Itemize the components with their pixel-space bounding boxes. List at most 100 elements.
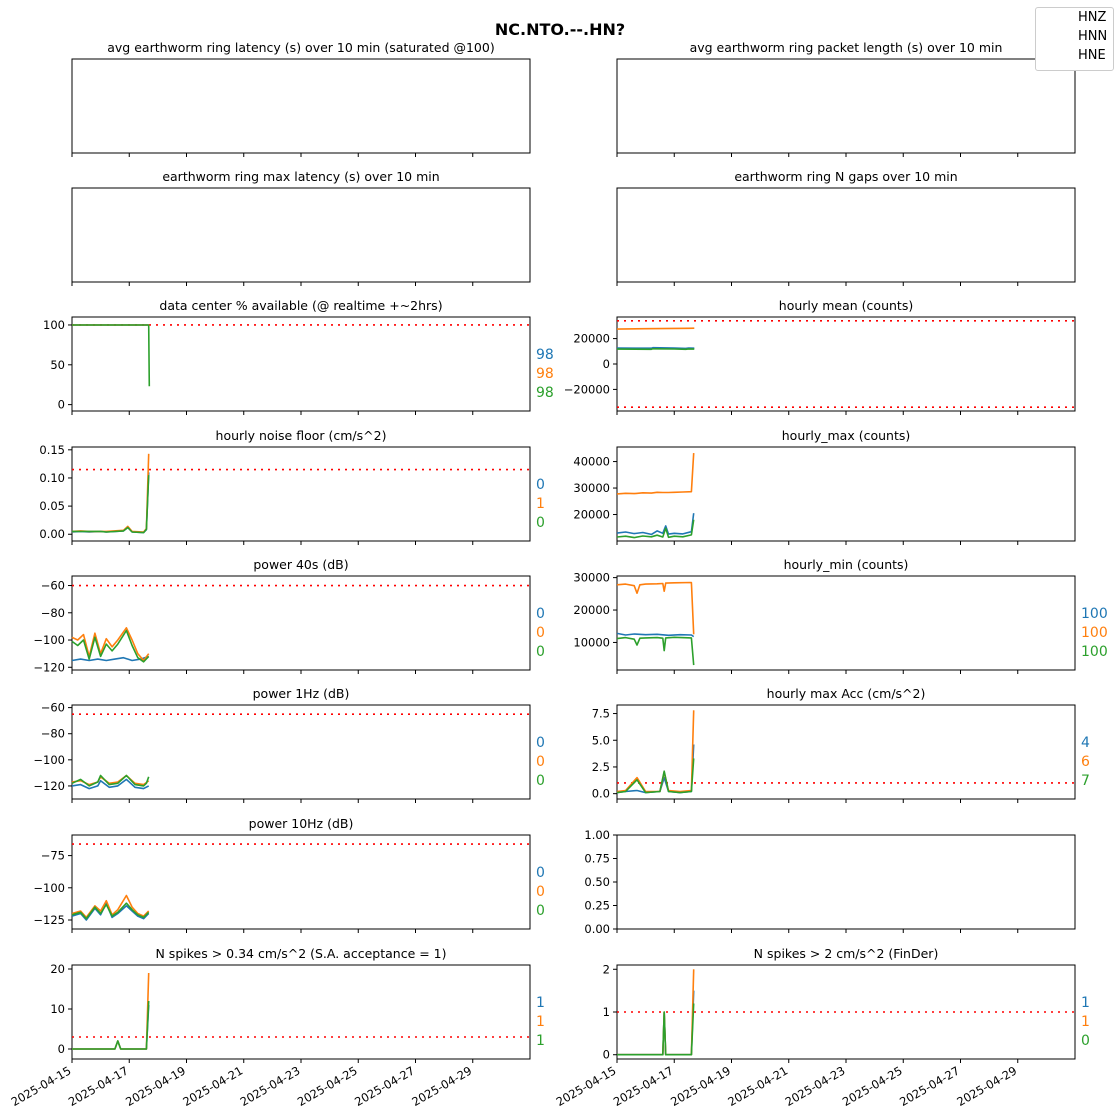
- panel-max-latency: earthworm ring max latency (s) over 10 m…: [71, 169, 531, 286]
- side-value-hnn: 0: [536, 625, 545, 641]
- y-tick-label: 2: [603, 962, 610, 976]
- y-tick-label: −125: [33, 913, 65, 927]
- series-line-hnn: [617, 969, 695, 1056]
- panel-title: earthworm ring max latency (s) over 10 m…: [162, 169, 439, 184]
- series-line-hne: [72, 475, 150, 534]
- y-tick-label: −100: [33, 753, 65, 767]
- legend: HNZ HNN HNE: [1035, 7, 1114, 71]
- series-line-hne: [616, 347, 695, 351]
- x-tick-label: 2025-04-25: [295, 1063, 360, 1109]
- y-tick-label: −80: [41, 727, 65, 741]
- side-value-hnz: 100: [1081, 606, 1108, 622]
- y-tick-label: 100: [43, 318, 65, 332]
- side-value-hnz: 4: [1081, 735, 1090, 751]
- side-value-hnn: 0: [536, 754, 545, 770]
- panel-empty-panel: 1.00 0.75 0.50 0.25 0.00: [584, 828, 1076, 936]
- side-value-hnz: 0: [536, 865, 545, 881]
- series-line-hnz: [72, 1004, 150, 1050]
- y-tick-label: −120: [33, 779, 65, 793]
- y-tick-label: −80: [41, 606, 65, 620]
- side-value-hnz: 0: [536, 606, 545, 622]
- panel-title: power 10Hz (dB): [249, 816, 354, 831]
- series-line-hnz: [616, 346, 695, 350]
- axes-frame: [71, 446, 531, 542]
- panel-n-spikes-034: N spikes > 0.34 cm/s^2 (S.A. acceptance …: [9, 946, 545, 1109]
- y-tick-label: 0.00: [39, 527, 65, 541]
- side-value-hnz: 98: [536, 347, 554, 363]
- panel-title: earthworm ring N gaps over 10 min: [734, 169, 957, 184]
- axes-frame: [71, 316, 531, 412]
- axes-frame: [616, 316, 1076, 412]
- side-value-hnz: 0: [536, 477, 545, 493]
- series-line-hnn: [71, 453, 150, 533]
- panel-avg-latency: avg earthworm ring latency (s) over 10 m…: [71, 40, 531, 157]
- x-tick-label: 2025-04-21: [180, 1063, 245, 1109]
- y-tick-label: −20000: [564, 382, 610, 396]
- side-value-hnn: 6: [1081, 754, 1090, 770]
- y-tick-label: 10: [50, 1002, 65, 1016]
- panel-avg-packet-length: avg earthworm ring packet length (s) ove…: [616, 40, 1076, 157]
- y-tick-label: −100: [33, 633, 65, 647]
- y-tick-label: 0.25: [584, 899, 610, 913]
- panel-power-40s: power 40s (dB) −60 −80 −100 −120 0 0 0: [33, 557, 545, 674]
- y-tick-label: 20000: [573, 332, 610, 346]
- side-value-hnn: 100: [1081, 625, 1108, 641]
- panel-title: avg earthworm ring latency (s) over 10 m…: [107, 40, 494, 55]
- series-line-hnz: [71, 655, 149, 662]
- series-line-hne: [616, 636, 695, 666]
- x-tick-label: 2025-04-27: [352, 1063, 417, 1109]
- axes-frame: [71, 58, 531, 154]
- series-line-hnz: [71, 778, 150, 790]
- panel-noise-floor: hourly noise floor (cm/s^2) 0.15 0.10 0.05 0…: [39, 428, 545, 545]
- y-tick-label: 0: [58, 398, 65, 412]
- y-tick-label: 20000: [573, 603, 610, 617]
- y-tick-label: 30000: [573, 571, 610, 585]
- side-value-hnz: 1: [536, 995, 545, 1011]
- panel-title: N spikes > 0.34 cm/s^2 (S.A. acceptance …: [155, 946, 446, 961]
- side-value-hnz: 0: [536, 735, 545, 751]
- side-value-hne: 1: [536, 1033, 545, 1049]
- x-tick-label: 2025-04-21: [725, 1063, 790, 1109]
- series-line-hnz: [616, 632, 695, 638]
- series-line-hnz: [616, 513, 695, 536]
- axes-frame: [616, 575, 1076, 671]
- side-value-hne: 0: [536, 515, 545, 531]
- y-tick-label: 2.5: [592, 760, 610, 774]
- y-tick-label: 7.5: [592, 707, 610, 721]
- x-tick-label: 2025-04-17: [66, 1063, 131, 1109]
- y-tick-label: 0: [603, 357, 610, 371]
- y-tick-label: 0: [603, 1048, 610, 1062]
- panel-title: power 40s (dB): [253, 557, 348, 572]
- series-line-hne: [71, 629, 150, 663]
- y-tick-label: 0.15: [39, 443, 65, 457]
- panel-title: hourly_min (counts): [784, 557, 909, 572]
- series-line-hne: [71, 774, 150, 787]
- y-tick-label: 0.00: [584, 922, 610, 936]
- series-line-hnz: [71, 902, 150, 921]
- panel-title: hourly mean (counts): [779, 298, 913, 313]
- y-tick-label: −120: [33, 660, 65, 674]
- axes-frame: [616, 58, 1076, 154]
- legend-item-hne: HNE: [1078, 48, 1106, 63]
- side-value-hne: 98: [536, 385, 554, 401]
- series-line-hnn: [71, 626, 150, 662]
- y-tick-label: 20: [50, 962, 65, 976]
- panel-n-spikes-2: N spikes > 2 cm/s^2 (FinDer)2101102025-0…: [554, 946, 1090, 1109]
- side-value-hnn: 0: [536, 884, 545, 900]
- side-value-hnn: 98: [536, 366, 554, 382]
- axes-frame: [71, 187, 531, 283]
- series-line-hne: [616, 519, 695, 539]
- y-tick-label: 0.10: [39, 471, 65, 485]
- side-value-hne: 100: [1081, 644, 1108, 660]
- y-tick-label: −60: [41, 579, 65, 593]
- panel-title: N spikes > 2 cm/s^2 (FinDer): [754, 946, 939, 961]
- panel-hourly-min: hourly_min (counts) 30000 20000 10000 100 100…: [573, 557, 1108, 674]
- y-tick-label: 0.50: [584, 875, 610, 889]
- axes-frame: [616, 964, 1076, 1060]
- x-tick-label: 2025-04-23: [783, 1063, 848, 1109]
- side-value-hne: 0: [536, 773, 545, 789]
- y-tick-label: 40000: [573, 455, 610, 469]
- series-line-hnn: [72, 972, 150, 1050]
- panel-title: power 1Hz (dB): [253, 686, 350, 701]
